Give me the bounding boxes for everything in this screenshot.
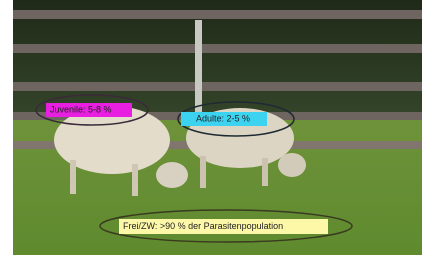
photo-scene: Juvenile: 5-8 % Adulte: 2-5 % Frei/ZW: >… [0,0,422,255]
page: Juvenile: 5-8 % Adulte: 2-5 % Frei/ZW: >… [0,0,422,255]
annotation-label: Adulte: 2-5 % [196,113,250,123]
annotation-label: Juvenile: 5-8 % [50,104,112,114]
annotation-label: Frei/ZW: >90 % der Parasitenpopulation [123,221,283,231]
